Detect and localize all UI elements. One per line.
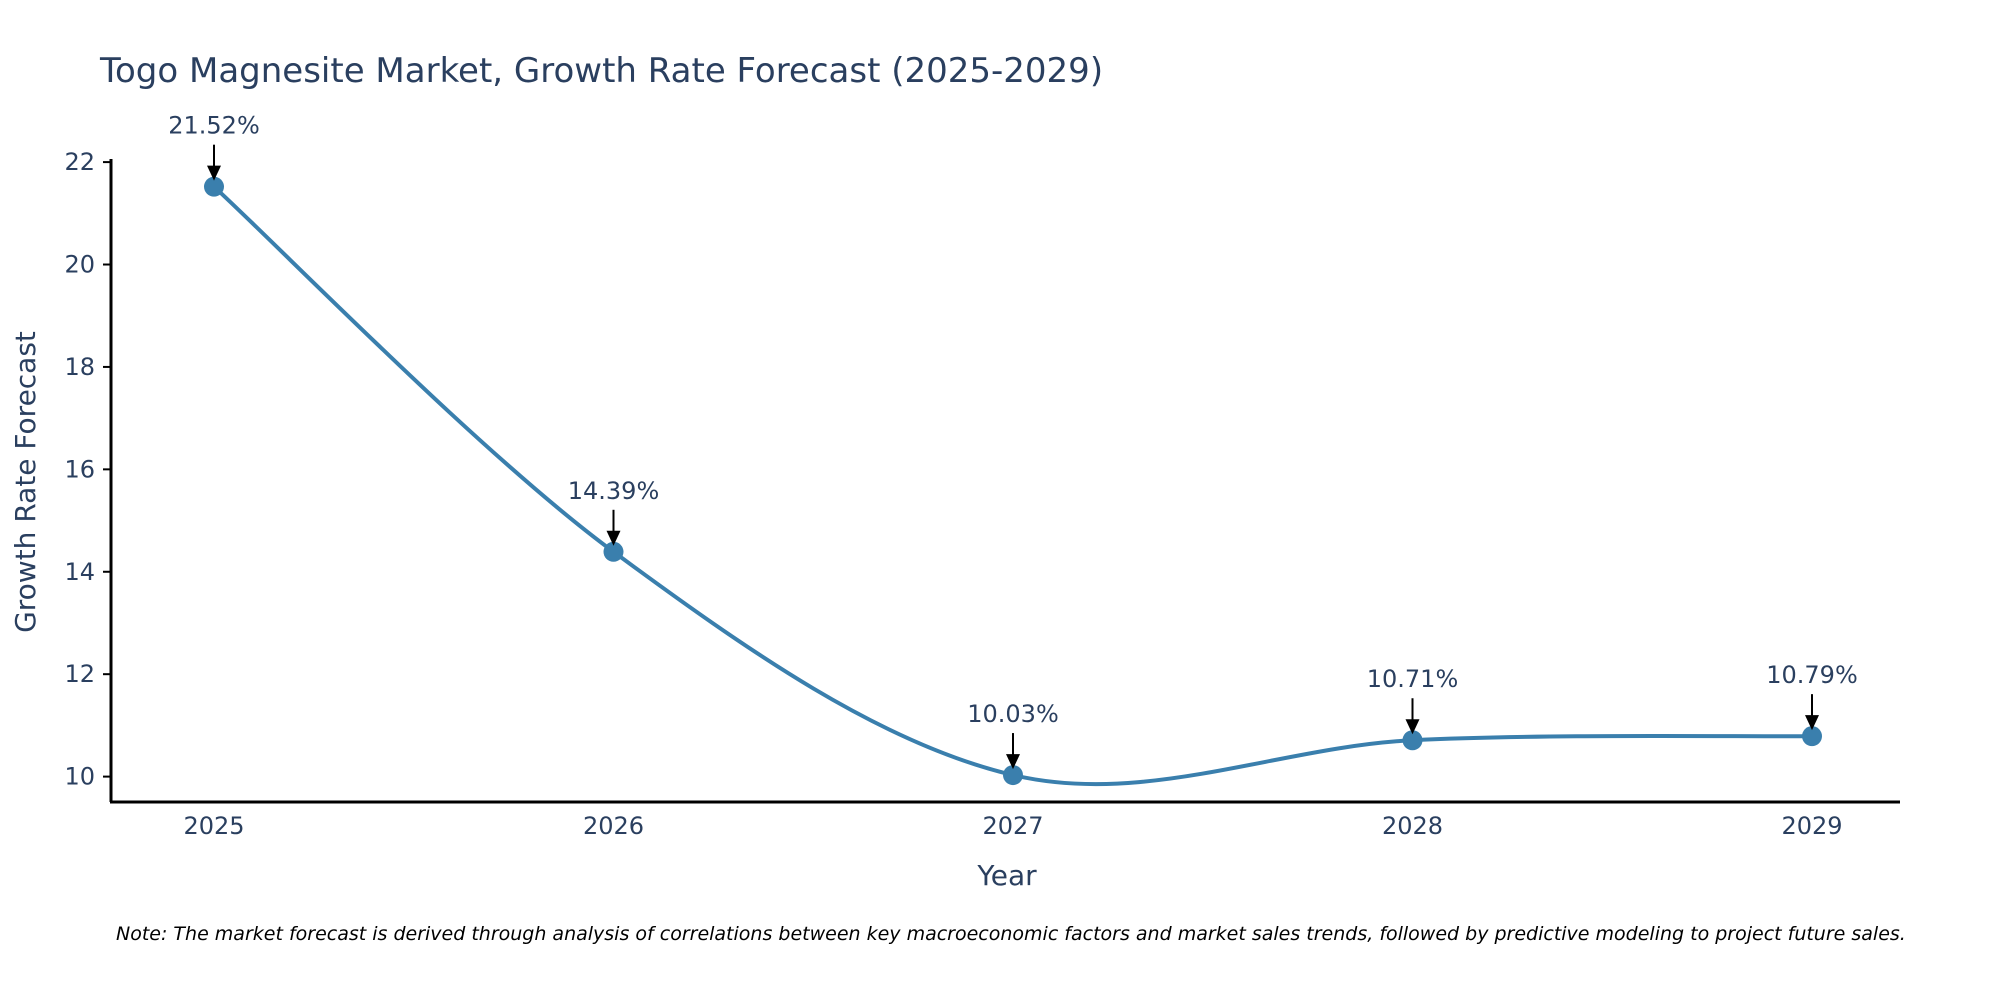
annotation-arrow-head [606, 530, 621, 546]
y-axis-title: Growth Rate Forecast [9, 331, 42, 633]
data-point [1802, 726, 1822, 747]
data-point [603, 541, 624, 562]
annotation-arrow-head [207, 165, 221, 181]
annotation-arrow-head [1006, 754, 1020, 770]
data-label: 10.03% [967, 700, 1059, 728]
series-line [212, 185, 1813, 787]
x-tick-label: 2027 [982, 812, 1043, 840]
y-tick-label: 14 [64, 558, 95, 586]
data-points [204, 176, 1822, 786]
x-tick-label: 2028 [1382, 812, 1443, 840]
annotation-arrow-head [1805, 715, 1819, 731]
y-tick-label: 12 [64, 660, 95, 688]
chart-title: Togo Magnesite Market, Growth Rate Forec… [99, 51, 1103, 91]
x-tick-label: 2029 [1781, 812, 1842, 840]
data-label: 21.52% [168, 112, 260, 140]
annotation-arrow-head [1405, 719, 1420, 735]
data-label: 14.39% [568, 477, 660, 505]
data-point [1402, 730, 1423, 751]
y-tick-label: 16 [64, 455, 95, 483]
forecast-note: Note: The market forecast is derived thr… [116, 923, 1906, 945]
x-axis-title: Year [976, 859, 1037, 892]
y-axis-ticks: 10 12 14 16 18 20 22 [64, 148, 111, 791]
data-label: 10.71% [1367, 665, 1459, 693]
y-tick-label: 22 [64, 148, 95, 176]
y-tick-label: 10 [64, 763, 95, 791]
x-axis-ticks: 2025 2026 2027 2028 2029 [183, 812, 1842, 840]
x-tick-label: 2025 [183, 812, 244, 840]
x-tick-label: 2026 [583, 812, 644, 840]
data-label: 10.79% [1766, 661, 1858, 689]
y-tick-label: 20 [64, 251, 95, 279]
data-point [204, 176, 224, 197]
data-point [1003, 765, 1023, 786]
y-tick-label: 18 [64, 353, 95, 381]
data-annotations: 21.52% 14.39% 10.03% 10.71% 10.79% [168, 112, 1858, 770]
